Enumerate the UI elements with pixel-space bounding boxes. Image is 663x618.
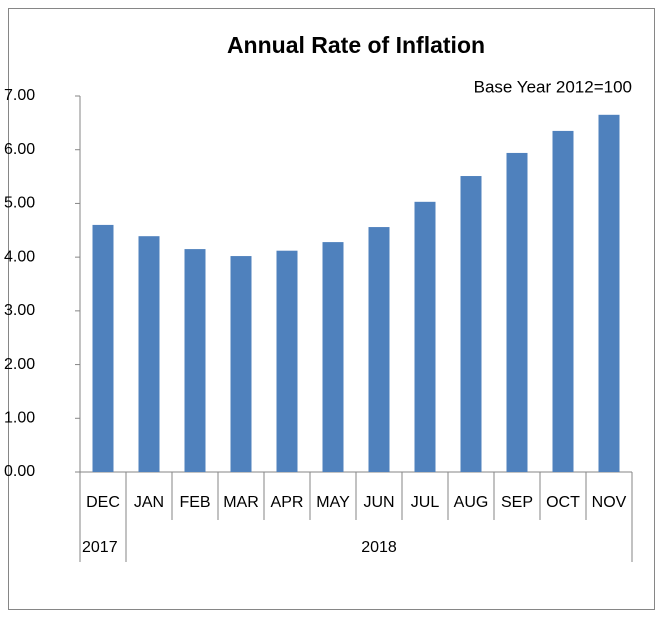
x-tick-label: OCT xyxy=(546,494,580,511)
x-tick-label: NOV xyxy=(592,494,627,511)
x-tick-label: JUL xyxy=(411,494,440,511)
y-tick-label: 3.00 xyxy=(4,302,35,319)
x-tick-label: SEP xyxy=(501,494,533,511)
y-tick-label: 0.00 xyxy=(4,463,35,480)
x-tick-label: MAR xyxy=(223,494,259,511)
x-tick-label: FEB xyxy=(179,494,210,511)
x-tick-label: JUN xyxy=(363,494,394,511)
chart-subtitle: Base Year 2012=100 xyxy=(474,77,632,96)
bar xyxy=(138,236,160,472)
group-label: 2017 xyxy=(82,539,118,556)
bar xyxy=(460,176,482,472)
y-tick-label: 2.00 xyxy=(4,356,35,373)
y-tick-label: 6.00 xyxy=(4,141,35,158)
bar xyxy=(414,201,436,472)
group-label: 2018 xyxy=(361,539,397,556)
chart-title: Annual Rate of Inflation xyxy=(227,32,485,58)
bar xyxy=(322,242,344,472)
y-tick-label: 4.00 xyxy=(4,248,35,265)
bar xyxy=(92,224,114,472)
bar xyxy=(184,249,206,472)
x-tick-label: JAN xyxy=(134,494,164,511)
bar xyxy=(552,130,574,472)
x-tick-label: DEC xyxy=(86,494,120,511)
bar xyxy=(506,152,528,473)
x-tick-label: APR xyxy=(271,494,304,511)
x-tick-label: MAY xyxy=(316,494,350,511)
x-tick-label: AUG xyxy=(454,494,489,511)
y-tick-label: 7.00 xyxy=(4,87,35,104)
y-tick-label: 5.00 xyxy=(4,195,35,212)
bar xyxy=(230,256,252,472)
y-tick-label: 1.00 xyxy=(4,410,35,427)
bar xyxy=(276,250,298,472)
bar xyxy=(598,114,620,473)
bar xyxy=(368,227,390,472)
